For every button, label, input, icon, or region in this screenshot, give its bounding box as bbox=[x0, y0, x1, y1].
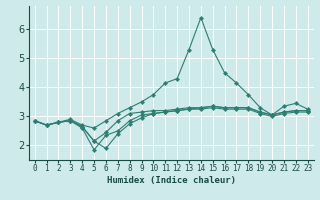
X-axis label: Humidex (Indice chaleur): Humidex (Indice chaleur) bbox=[107, 176, 236, 185]
